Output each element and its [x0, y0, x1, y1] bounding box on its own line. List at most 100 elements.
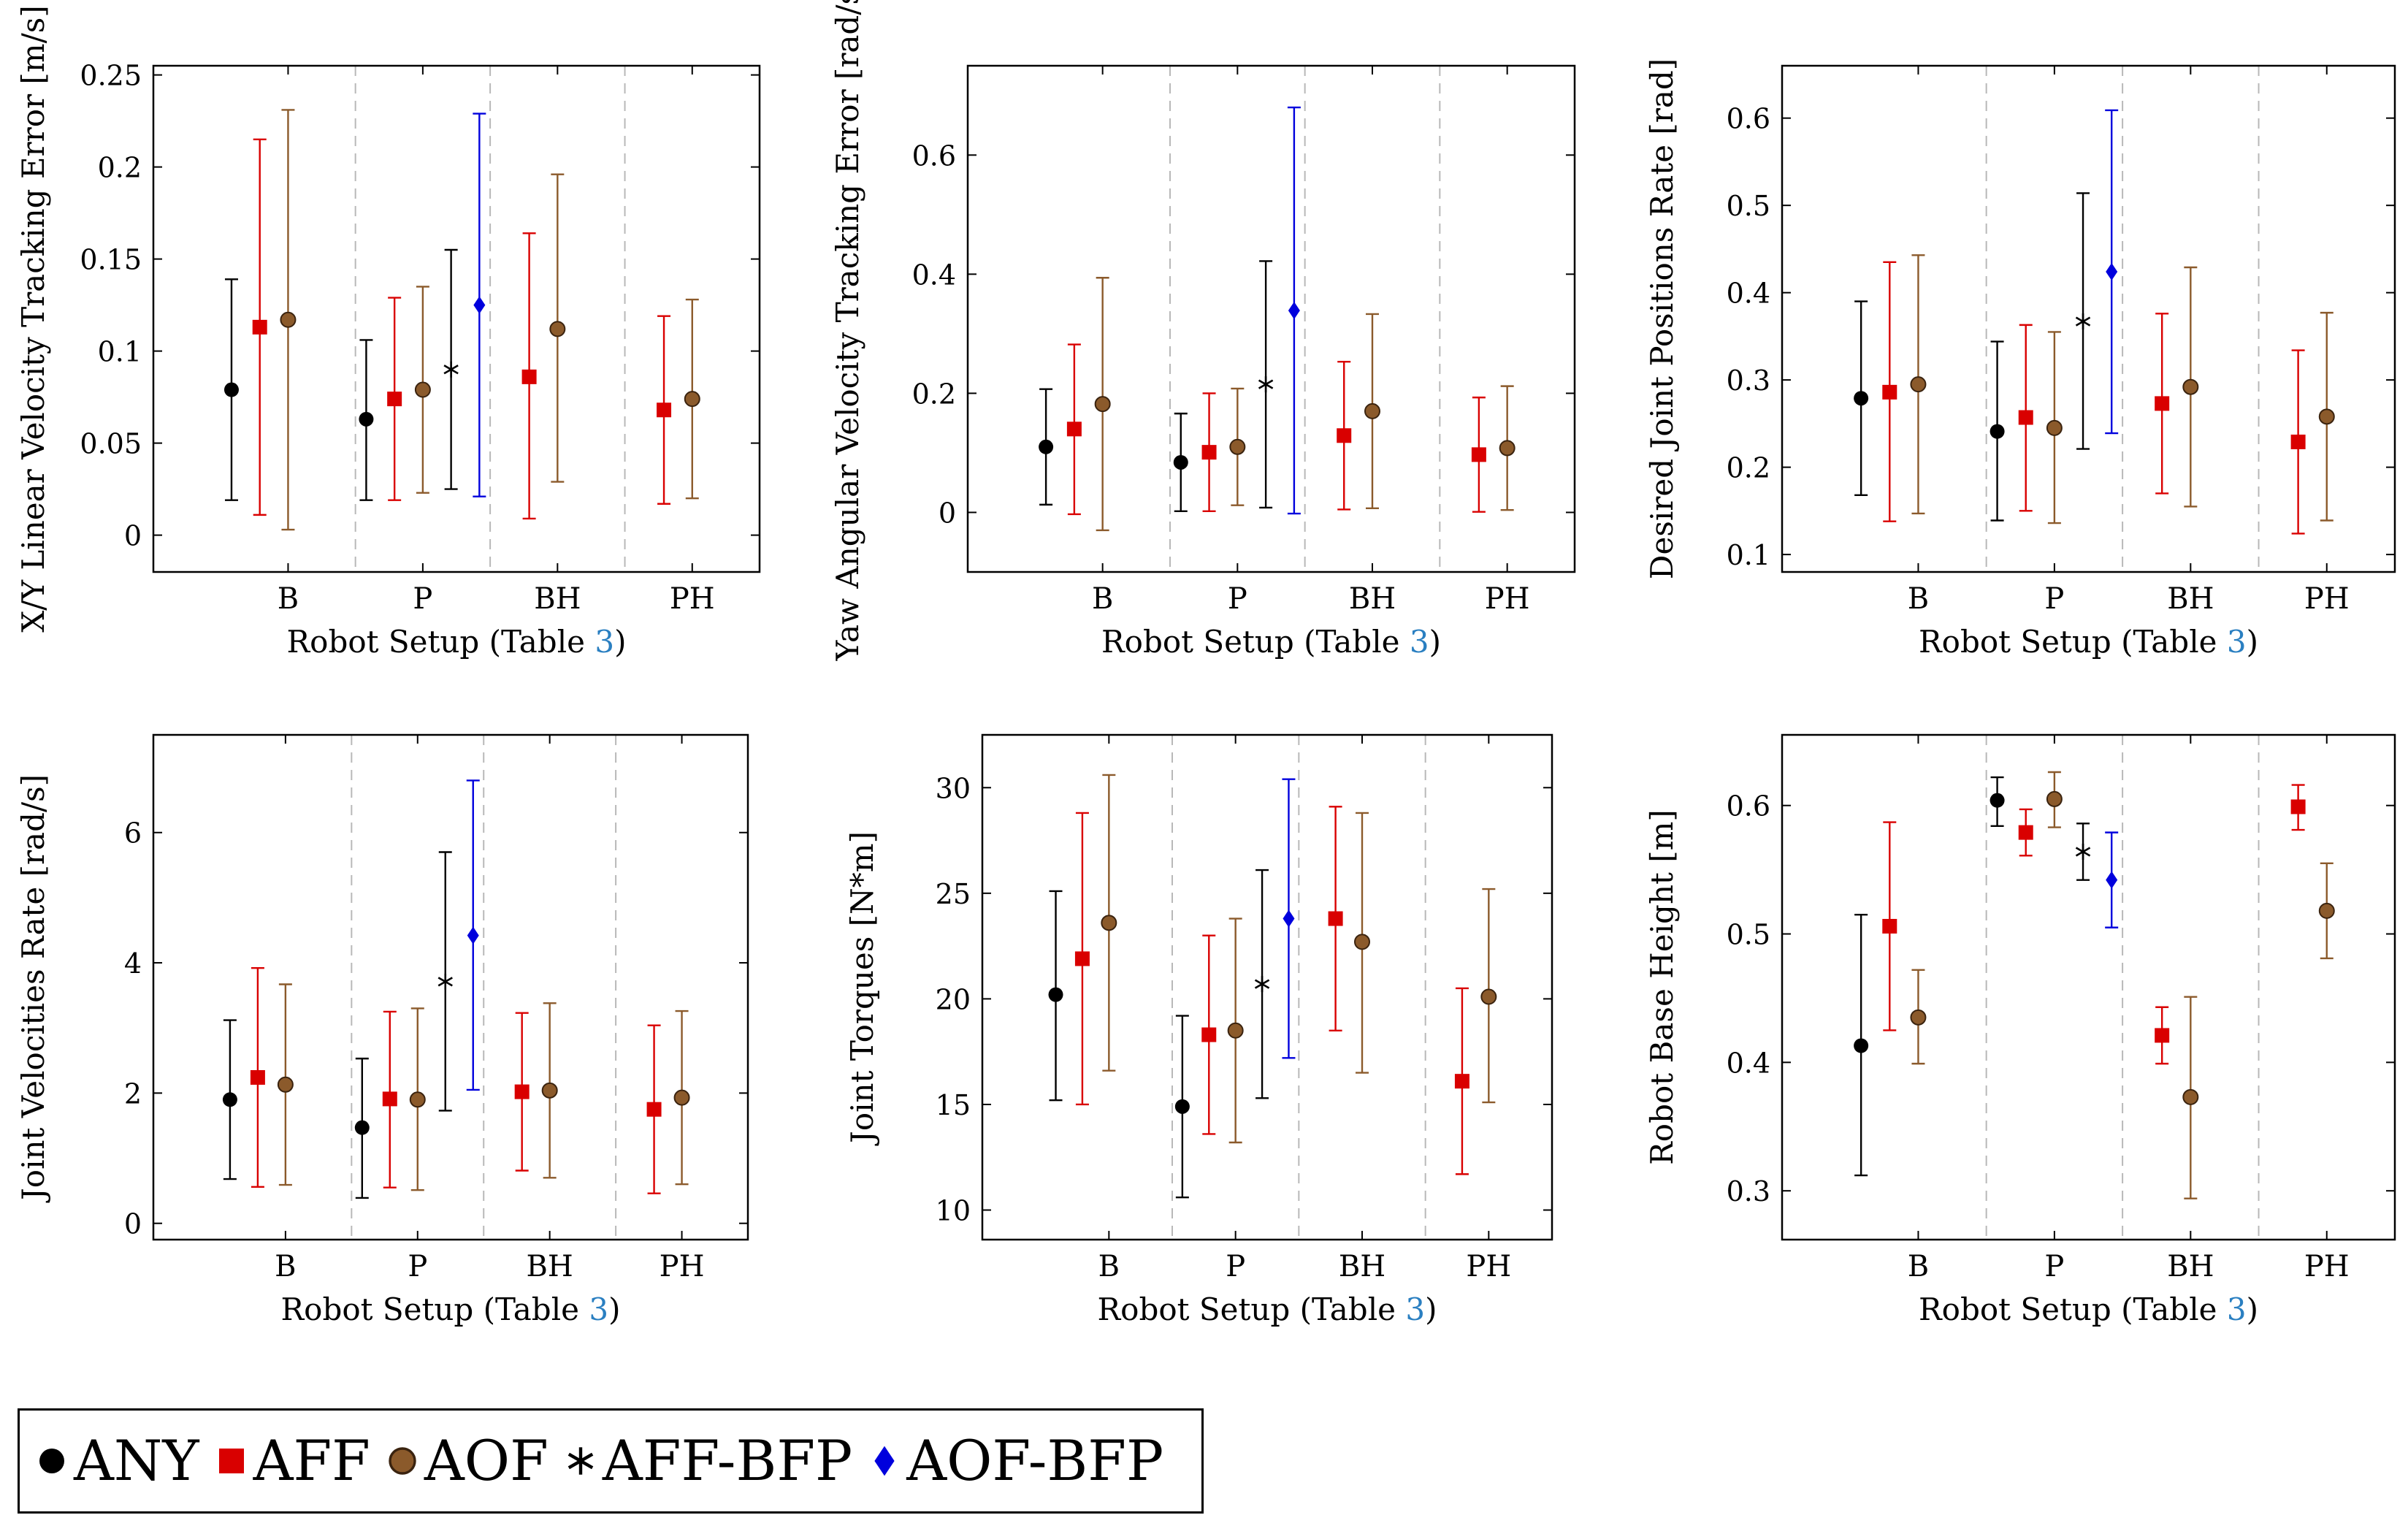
legend-marker-any-icon [39, 1449, 64, 1473]
data-point-aof-p [2046, 771, 2063, 828]
marker-aof [1101, 915, 1117, 931]
data-point-aof-bfp-p [1282, 778, 1296, 1059]
marker-aof [2318, 902, 2335, 919]
data-point-aff-ph [646, 1024, 662, 1194]
x-tick-label: PH [1485, 582, 1530, 616]
y-tick-label: 0.3 [1727, 1175, 1770, 1207]
marker-any [1990, 793, 2005, 808]
data-point-aff-bfp-p [2075, 823, 2091, 881]
x-tick-label: P [2044, 582, 2064, 616]
data-point-aff-bh [1328, 806, 1343, 1031]
marker-aff [1337, 428, 1352, 443]
data-point-aff-bh [2155, 313, 2170, 495]
data-point-aof-p [2046, 331, 2063, 524]
data-point-aof-p [1229, 387, 1246, 506]
marker-aff [1454, 1074, 1469, 1089]
x-tick-label: BH [2167, 582, 2214, 616]
data-point-aff-bfp-p [1254, 869, 1270, 1099]
data-point-any-p [1990, 776, 2005, 828]
marker-aff-bfp [2075, 313, 2091, 330]
table-reference-link: 3 [2227, 1291, 2247, 1327]
data-point-aof-bh [1354, 812, 1370, 1074]
x-tick-label: BH [1339, 1250, 1385, 1283]
marker-aff [382, 1091, 397, 1107]
x-tick-label: P [413, 582, 432, 616]
data-point-aof-bh [549, 173, 566, 483]
data-point-aff-p [2018, 808, 2033, 857]
marker-aof [1499, 440, 1515, 457]
data-point-aof-ph [1480, 888, 1497, 1104]
marker-aof [2046, 419, 2063, 436]
legend-marker-aof-icon [389, 1447, 416, 1475]
x-axis-label: Robot Setup (Table 3) [1101, 624, 1441, 660]
marker-aof-bfp [473, 296, 486, 314]
legend-entry-aof-bfp: AOF-BFP [868, 1433, 1163, 1489]
marker-aff [2155, 1028, 2170, 1043]
marker-aof [389, 1447, 416, 1475]
y-tick-label: 10 [936, 1195, 971, 1227]
data-point-aof-b [1094, 277, 1111, 532]
data-point-any-p [1990, 340, 2005, 522]
marker-aof [1364, 402, 1380, 419]
data-point-aof-bh [2182, 996, 2199, 1199]
data-point-any-p [359, 339, 374, 501]
marker-aff [387, 392, 402, 407]
marker-any [39, 1449, 64, 1473]
marker-aof [1354, 934, 1370, 950]
x-tick-label: PH [660, 1250, 705, 1283]
marker-any [1048, 987, 1063, 1002]
y-tick-label: 0.4 [1727, 278, 1770, 310]
data-point-any-p [1173, 412, 1188, 513]
data-point-aff-b [1066, 343, 1082, 516]
x-tick-label: B [1908, 582, 1929, 616]
y-tick-label: 0.6 [1727, 790, 1770, 823]
data-point-any-p [354, 1057, 370, 1199]
marker-aof [541, 1082, 558, 1099]
marker-aof [2046, 790, 2063, 807]
marker-aof [673, 1089, 690, 1106]
y-tick-label: 0.6 [1727, 103, 1770, 135]
y-axis-label: Yaw Angular Velocity Tracking Error [rad… [830, 0, 865, 661]
table-reference-link: 3 [589, 1291, 608, 1327]
marker-any [1174, 1099, 1190, 1114]
marker-aff [521, 369, 537, 384]
x-tick-label: P [1228, 582, 1247, 616]
marker-aof [1227, 1022, 1244, 1039]
data-point-aof-bh [1364, 313, 1380, 509]
legend-label-aof: AOF [424, 1428, 549, 1493]
data-point-aof-bh [541, 1002, 558, 1179]
marker-aof-bfp [2106, 262, 2118, 281]
data-point-aff-bh [514, 1012, 530, 1172]
marker-any [354, 1120, 370, 1135]
data-point-aff-p [382, 1010, 397, 1188]
chart-panel-4: 0 2 4 6 B P BH PH Robot Setup (Table 3) Joint Vel… [15, 733, 749, 1327]
marker-aff-bfp [567, 1447, 594, 1475]
marker-any [222, 1092, 237, 1107]
table-reference-link: 3 [1410, 624, 1429, 660]
plot-frame [981, 733, 1553, 1241]
y-tick-label: 6 [124, 817, 142, 850]
x-tick-label: B [278, 582, 299, 616]
marker-aff [1882, 384, 1897, 400]
x-tick-label: P [1226, 1250, 1245, 1283]
marker-aff [2290, 434, 2306, 449]
chart-panel-6: 0.3 0.4 0.5 0.6 B P BH PH Robot Setup (Table 3) R… [1644, 733, 2396, 1327]
data-point-aof-ph [1499, 385, 1515, 511]
marker-aof [2318, 408, 2335, 425]
x-axis-label: Robot Setup (Table 3) [287, 624, 627, 660]
marker-aff [2155, 396, 2170, 411]
marker-aff [1471, 447, 1486, 462]
data-point-any-b [1854, 913, 1869, 1177]
data-point-aof-bfp-p [1287, 106, 1301, 515]
data-point-aff-ph [2290, 349, 2306, 535]
x-tick-label: BH [2167, 1250, 2214, 1283]
marker-aof [2182, 378, 2199, 395]
marker-aof [414, 381, 431, 398]
data-point-aof-bfp-p [473, 112, 486, 497]
data-point-any-b [1048, 890, 1063, 1102]
y-tick-label: 0.5 [1727, 919, 1770, 951]
x-tick-label: PH [670, 582, 715, 616]
data-point-aff-p [1201, 392, 1217, 513]
legend-label-any: ANY [74, 1428, 199, 1493]
y-tick-label: 0.5 [1727, 190, 1770, 222]
